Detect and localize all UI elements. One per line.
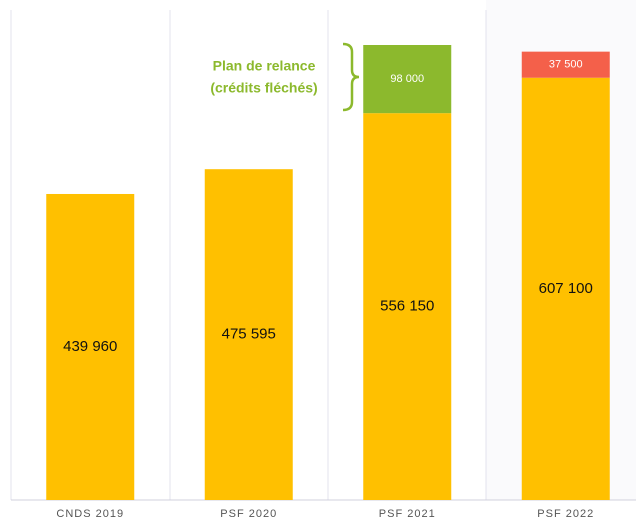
x-tick-label: PSF 2022: [537, 508, 594, 520]
bar-segment: [46, 193, 135, 500]
brace: [342, 42, 360, 112]
bar-segment: [521, 51, 610, 78]
column-dividers: [10, 10, 487, 500]
value-label: 37 500: [549, 59, 583, 71]
value-label: 556 150: [380, 298, 434, 315]
x-tick-label: PSF 2020: [220, 508, 277, 520]
value-label: 607 100: [539, 280, 593, 297]
value-label: 439 960: [63, 338, 117, 355]
bar-segment: [363, 45, 452, 114]
x-tick-label: CNDS 2019: [56, 508, 124, 520]
bar-segment: [363, 113, 452, 500]
annotation: Plan de relance: [213, 58, 316, 74]
value-label: 98 000: [390, 73, 424, 85]
bar-segment: [204, 169, 293, 500]
annotation: (crédits fléchés): [210, 80, 317, 96]
bar-segment: [521, 77, 610, 500]
value-label: 475 595: [222, 326, 276, 343]
x-tick-label: PSF 2021: [379, 508, 436, 520]
